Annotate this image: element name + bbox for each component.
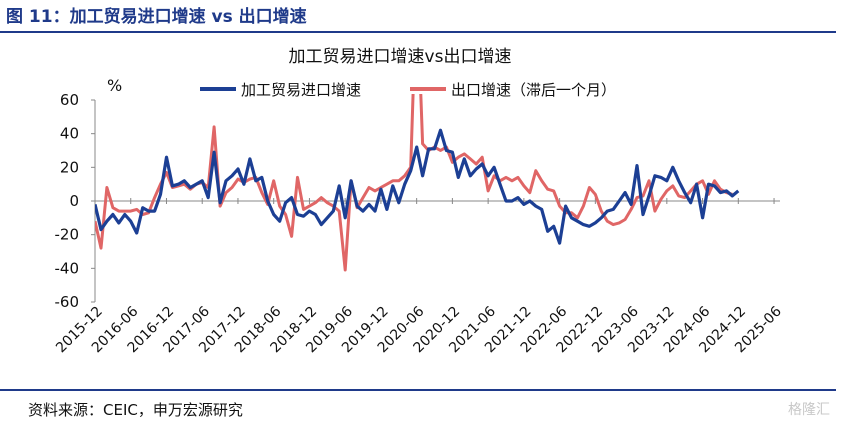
y-axis-label: % <box>107 76 122 95</box>
series-line-processing-import <box>95 128 740 245</box>
legend-label-series-1: 加工贸易进口增速 <box>241 81 361 99</box>
chart-title: 加工贸易进口增速vs出口增速 <box>289 47 512 67</box>
y-tick-label: -40 <box>55 259 80 277</box>
y-tick-label: -60 <box>55 293 80 311</box>
legend: 加工贸易进口增速 出口增速（滞后一个月） <box>200 81 616 99</box>
top-rule <box>0 31 836 33</box>
watermark-logo: 格隆汇 <box>788 402 830 418</box>
legend-label-series-2: 出口增速（滞后一个月） <box>451 81 616 99</box>
bottom-rule <box>0 389 836 391</box>
figure-title: 图 11：加工贸易进口增速 vs 出口增速 <box>6 7 307 27</box>
source-note: 资料来源：CEIC，申万宏源研究 <box>28 401 243 419</box>
y-tick-label: 40 <box>60 125 79 143</box>
series-line-export <box>95 94 733 272</box>
y-tick-label: -20 <box>55 226 80 244</box>
series-lines <box>95 94 740 272</box>
axes: 6040200-20-40-602015-122016-062016-12201… <box>53 91 785 356</box>
y-tick-label: 60 <box>60 91 79 109</box>
y-tick-label: 20 <box>60 158 79 176</box>
y-tick-label: 0 <box>69 192 79 210</box>
